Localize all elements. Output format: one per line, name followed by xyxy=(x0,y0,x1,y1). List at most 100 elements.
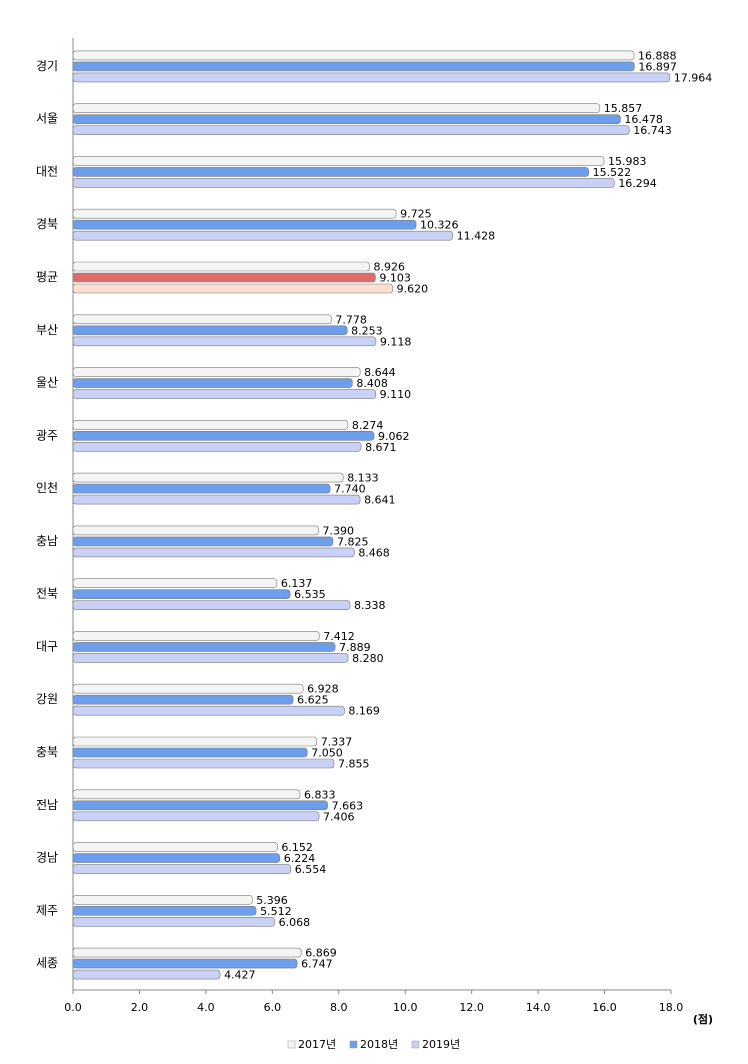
bar xyxy=(72,230,453,241)
x-tick-label: 2.0 xyxy=(131,1001,149,1014)
value-label: 7.778 xyxy=(335,313,367,326)
bar xyxy=(72,758,335,769)
value-label: 16.888 xyxy=(638,49,677,62)
value-label: 6.137 xyxy=(281,577,313,590)
bar xyxy=(72,631,320,641)
value-label: 7.889 xyxy=(339,641,371,654)
x-tick-label: 10.0 xyxy=(393,1001,418,1014)
value-label: 17.964 xyxy=(674,71,713,84)
legend-label: 2017년 xyxy=(298,1038,336,1051)
bar xyxy=(72,536,334,547)
value-label: 15.522 xyxy=(593,166,632,179)
value-label: 6.224 xyxy=(284,852,316,865)
value-label: 8.644 xyxy=(364,366,396,379)
y-tick-label: 인천 xyxy=(36,480,58,495)
y-tick-label: 충북 xyxy=(36,745,58,759)
value-label: 9.110 xyxy=(380,388,412,401)
value-label: 16.478 xyxy=(624,113,663,126)
value-label: 7.390 xyxy=(323,524,355,537)
bar xyxy=(72,483,331,494)
value-label: 9.620 xyxy=(397,283,429,296)
x-tick-label: 12.0 xyxy=(459,1001,484,1014)
y-tick-label: 서울 xyxy=(36,112,58,126)
value-label: 9.062 xyxy=(378,430,410,443)
y-tick-label: 광주 xyxy=(36,428,58,442)
bar xyxy=(72,895,253,905)
value-label: 11.428 xyxy=(457,230,496,243)
legend-swatch xyxy=(287,1040,296,1049)
value-label: 8.408 xyxy=(356,377,388,390)
bar xyxy=(72,261,370,272)
value-label: 4.427 xyxy=(224,969,256,982)
legend-swatch xyxy=(349,1040,358,1049)
y-tick-label: 경기 xyxy=(36,59,58,73)
bar xyxy=(72,314,332,325)
y-tick-label: 전남 xyxy=(36,798,58,812)
value-label: 6.833 xyxy=(304,788,336,801)
bar xyxy=(72,167,589,177)
value-label: 8.169 xyxy=(348,705,380,718)
y-tick-label: 세종 xyxy=(36,956,58,970)
value-label: 8.338 xyxy=(354,599,386,612)
value-label: 6.152 xyxy=(281,841,313,854)
value-label: 6.625 xyxy=(297,694,329,707)
value-label: 16.743 xyxy=(633,124,672,137)
bar xyxy=(72,947,302,958)
value-label: 7.412 xyxy=(323,630,355,643)
bar xyxy=(72,917,275,927)
bar xyxy=(72,219,417,230)
bar xyxy=(72,694,294,705)
value-label: 7.825 xyxy=(337,535,369,548)
value-label: 8.133 xyxy=(347,472,379,485)
bar xyxy=(72,156,605,166)
value-label: 5.512 xyxy=(260,905,292,918)
value-label: 7.050 xyxy=(311,747,343,760)
value-label: 7.337 xyxy=(321,736,353,749)
x-tick-label: 0.0 xyxy=(64,1001,82,1014)
y-tick-label: 제주 xyxy=(36,903,58,917)
y-tick-label: 충남 xyxy=(36,534,58,548)
value-label: 15.857 xyxy=(604,102,643,115)
bar xyxy=(72,578,278,588)
value-label: 8.280 xyxy=(352,652,384,665)
bar xyxy=(72,178,615,188)
x-tick-label: 18.0 xyxy=(659,1001,684,1014)
bar xyxy=(72,114,621,124)
bar xyxy=(72,683,304,694)
bar xyxy=(72,864,292,874)
bar xyxy=(72,789,301,800)
bar xyxy=(72,72,671,83)
x-axis-label: (점) xyxy=(693,1012,713,1026)
value-label: 8.671 xyxy=(365,441,397,454)
legend-swatch xyxy=(411,1040,420,1049)
bar xyxy=(72,800,328,811)
value-label: 15.983 xyxy=(608,155,647,168)
y-tick-label: 울산 xyxy=(36,376,58,390)
value-label: 9.725 xyxy=(400,208,432,221)
value-label: 6.928 xyxy=(307,683,339,696)
bar xyxy=(72,705,345,716)
bar xyxy=(72,642,336,652)
bar xyxy=(72,389,376,399)
value-label: 7.855 xyxy=(338,758,370,771)
value-label: 8.274 xyxy=(352,419,384,432)
value-label: 9.118 xyxy=(380,335,412,348)
value-label: 5.396 xyxy=(256,894,288,907)
value-label: 7.406 xyxy=(323,810,355,823)
bar xyxy=(72,547,355,558)
bar xyxy=(72,906,257,916)
bar xyxy=(72,853,281,863)
bar xyxy=(72,336,377,347)
y-tick-label: 대전 xyxy=(36,164,58,178)
bar xyxy=(72,842,278,852)
value-label: 8.926 xyxy=(374,261,406,274)
x-tick-label: 16.0 xyxy=(592,1001,617,1014)
bar xyxy=(72,736,318,747)
legend-label: 2018년 xyxy=(360,1038,398,1051)
value-label: 6.068 xyxy=(279,916,311,929)
bar xyxy=(72,525,319,536)
value-label: 7.740 xyxy=(334,483,366,496)
bar xyxy=(72,969,221,980)
y-tick-label: 경북 xyxy=(36,217,58,231)
bar xyxy=(72,325,348,336)
